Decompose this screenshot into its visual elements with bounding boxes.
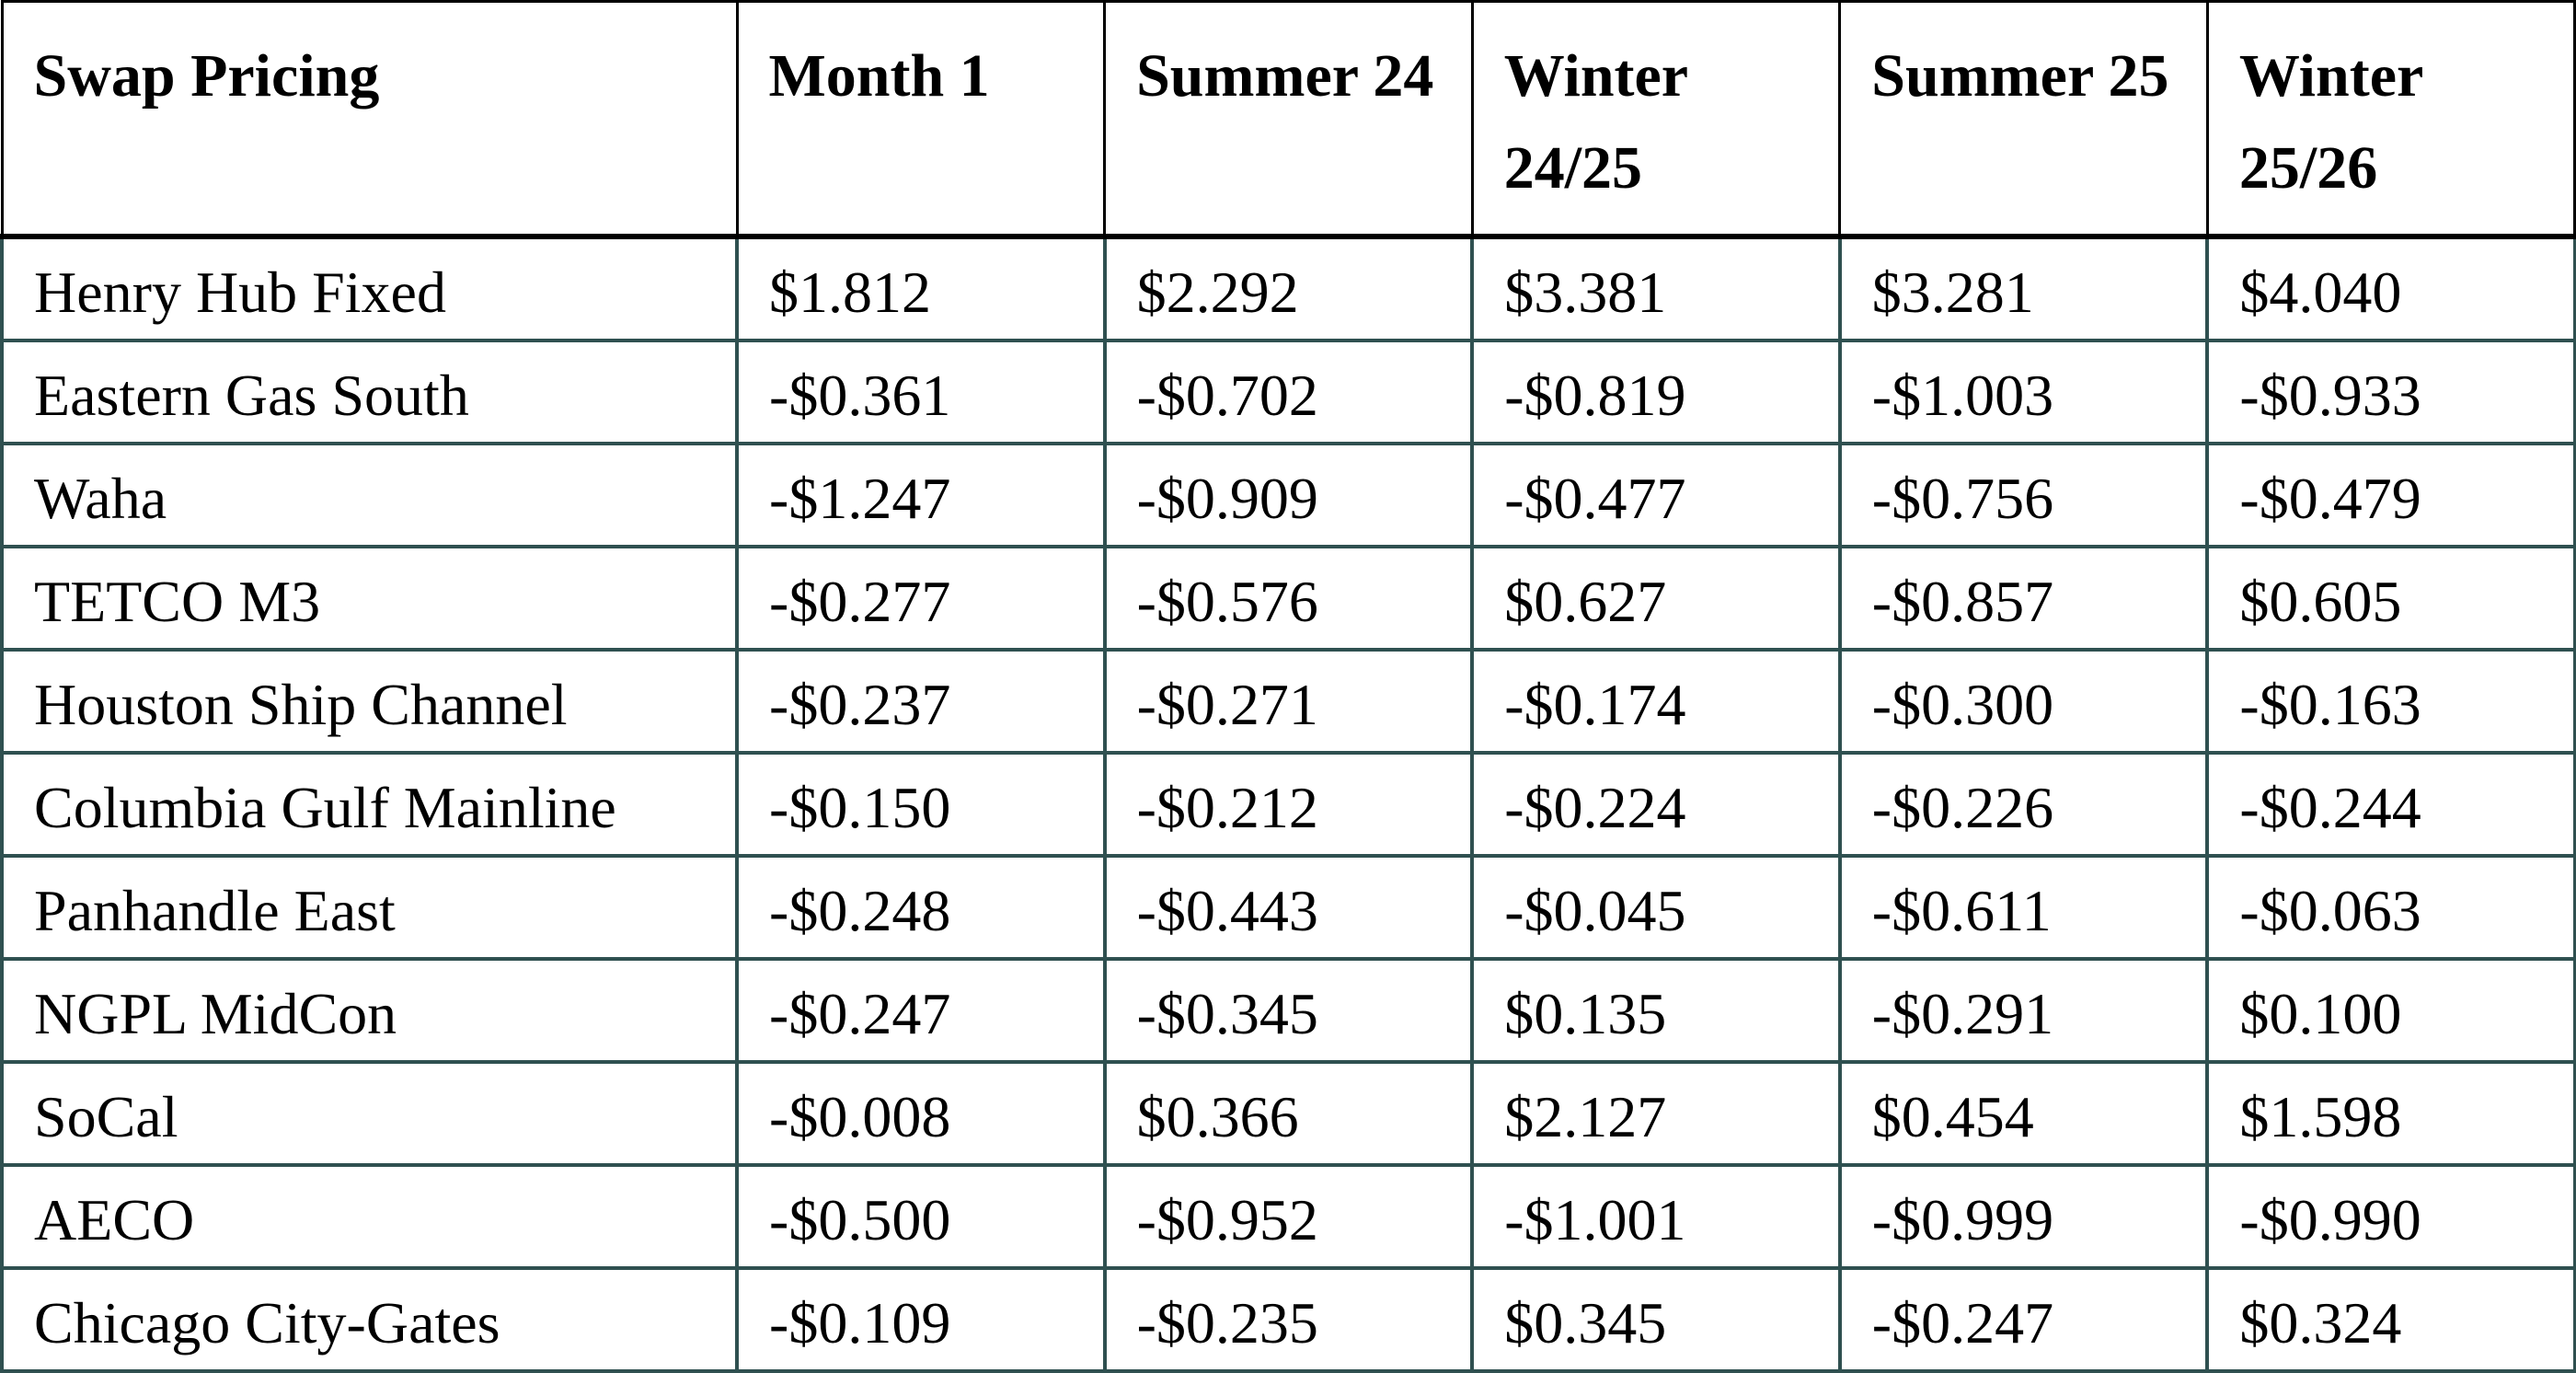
price-cell: $4.040 — [2205, 234, 2576, 342]
column-header: Winter 24/25 — [1470, 0, 1842, 239]
price-cell: -$0.756 — [1837, 441, 2210, 548]
column-header: Summer 25 — [1838, 0, 2209, 239]
row-label: Chicago City-Gates — [0, 1265, 739, 1373]
price-cell: $0.366 — [1102, 1059, 1475, 1167]
price-cell: -$0.857 — [1837, 544, 2210, 652]
row-label: TETCO M3 — [0, 544, 739, 652]
row-label: Houston Ship Channel — [0, 647, 739, 755]
price-cell: $3.281 — [1837, 234, 2210, 342]
price-cell: $2.292 — [1102, 234, 1475, 342]
price-cell: -$0.212 — [1102, 750, 1475, 858]
row-label: AECO — [0, 1162, 739, 1270]
price-cell: -$0.247 — [735, 956, 1107, 1064]
price-cell: -$0.933 — [2205, 338, 2576, 445]
price-cell: -$0.174 — [1470, 647, 1842, 755]
price-cell: -$0.477 — [1470, 441, 1842, 548]
price-cell: -$0.500 — [735, 1162, 1107, 1270]
table-row: AECO -$0.500 -$0.952 -$1.001 -$0.999 -$0.990 — [0, 1162, 2576, 1270]
price-cell: -$0.063 — [2205, 853, 2576, 961]
price-cell: -$0.237 — [735, 647, 1107, 755]
header-row: Swap Pricing Month 1 Summer 24 Winter 24/25… — [0, 0, 2576, 239]
price-cell: -$1.003 — [1837, 338, 2210, 445]
table-row: Eastern Gas South -$0.361 -$0.702 -$0.819 -$… — [0, 338, 2576, 445]
price-cell: -$0.576 — [1102, 544, 1475, 652]
table-row: Panhandle East -$0.248 -$0.443 -$0.045 -$0.6… — [0, 853, 2576, 961]
price-cell: -$0.277 — [735, 544, 1107, 652]
table-row: NGPL MidCon -$0.247 -$0.345 $0.135 -$0.291 $0… — [0, 956, 2576, 1064]
table-row: TETCO M3 -$0.277 -$0.576 $0.627 -$0.857 $0.60… — [0, 544, 2576, 652]
price-cell: -$0.291 — [1837, 956, 2210, 1064]
price-cell: -$0.300 — [1837, 647, 2210, 755]
price-cell: -$0.045 — [1470, 853, 1842, 961]
column-header-label: Swap Pricing — [0, 0, 739, 239]
price-cell: $3.381 — [1470, 234, 1842, 342]
row-label: Henry Hub Fixed — [0, 234, 739, 342]
price-cell: -$0.163 — [2205, 647, 2576, 755]
price-cell: $0.324 — [2205, 1265, 2576, 1373]
price-cell: -$0.271 — [1102, 647, 1475, 755]
price-cell: -$0.702 — [1102, 338, 1475, 445]
price-cell: $0.135 — [1470, 956, 1842, 1064]
price-cell: -$0.345 — [1102, 956, 1475, 1064]
row-label: Panhandle East — [0, 853, 739, 961]
price-cell: $0.454 — [1837, 1059, 2210, 1167]
price-cell: -$0.999 — [1837, 1162, 2210, 1270]
row-label: NGPL MidCon — [0, 956, 739, 1064]
table-row: SoCal -$0.008 $0.366 $2.127 $0.454 $1.598 — [0, 1059, 2576, 1167]
price-cell: -$0.611 — [1837, 853, 2210, 961]
price-cell: -$0.247 — [1837, 1265, 2210, 1373]
table-row: Houston Ship Channel -$0.237 -$0.271 -$0.17… — [0, 647, 2576, 755]
price-cell: $1.812 — [735, 234, 1107, 342]
table-row: Waha -$1.247 -$0.909 -$0.477 -$0.756 -$0.479 — [0, 441, 2576, 548]
table-row: Chicago City-Gates -$0.109 -$0.235 $0.345 -$… — [0, 1265, 2576, 1373]
price-cell: -$0.235 — [1102, 1265, 1475, 1373]
price-cell: -$0.150 — [735, 750, 1107, 858]
column-header: Winter 25/26 — [2205, 0, 2576, 239]
column-header: Month 1 — [735, 0, 1107, 239]
price-cell: $2.127 — [1470, 1059, 1842, 1167]
price-cell: -$0.248 — [735, 853, 1107, 961]
price-cell: -$1.001 — [1470, 1162, 1842, 1270]
price-cell: -$0.819 — [1470, 338, 1842, 445]
price-cell: -$0.224 — [1470, 750, 1842, 858]
price-cell: -$0.990 — [2205, 1162, 2576, 1270]
row-label: Waha — [0, 441, 739, 548]
column-header: Summer 24 — [1103, 0, 1474, 239]
price-cell: -$0.008 — [735, 1059, 1107, 1167]
table-row: Henry Hub Fixed $1.812 $2.292 $3.381 $3.281 $… — [0, 234, 2576, 342]
price-cell: -$0.361 — [735, 338, 1107, 445]
price-cell: -$1.247 — [735, 441, 1107, 548]
price-cell: $0.100 — [2205, 956, 2576, 1064]
row-label: SoCal — [0, 1059, 739, 1167]
price-cell: $0.627 — [1470, 544, 1842, 652]
row-label: Columbia Gulf Mainline — [0, 750, 739, 858]
price-cell: -$0.443 — [1102, 853, 1475, 961]
price-cell: -$0.479 — [2205, 441, 2576, 548]
price-cell: $0.345 — [1470, 1265, 1842, 1373]
price-cell: -$0.226 — [1837, 750, 2210, 858]
price-cell: $0.605 — [2205, 544, 2576, 652]
price-cell: $1.598 — [2205, 1059, 2576, 1167]
price-cell: -$0.244 — [2205, 750, 2576, 858]
row-label: Eastern Gas South — [0, 338, 739, 445]
price-cell: -$0.109 — [735, 1265, 1107, 1373]
price-cell: -$0.952 — [1102, 1162, 1475, 1270]
price-cell: -$0.909 — [1102, 441, 1475, 548]
table-row: Columbia Gulf Mainline -$0.150 -$0.212 -$0.… — [0, 750, 2576, 858]
